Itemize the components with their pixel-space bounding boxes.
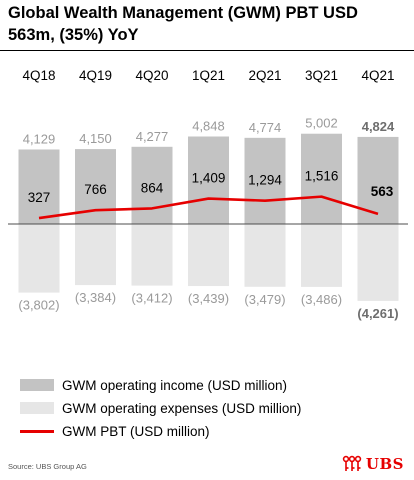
income-value-label: 4,774 (249, 120, 282, 135)
pbt-value-label: 1,516 (305, 169, 339, 184)
legend-swatch-income (20, 379, 54, 391)
category-label: 4Q21 (361, 68, 394, 83)
expense-bars (18, 224, 399, 301)
income-bars (18, 133, 399, 224)
pbt-line (38, 195, 379, 220)
legend-label-pbt: GWM PBT (USD million) (62, 423, 210, 439)
income-value-label: 4,824 (362, 119, 395, 134)
pbt-value-label: 864 (141, 180, 164, 195)
expense-bar (131, 224, 173, 286)
category-label: 2Q21 (248, 68, 281, 83)
legend-item-pbt: GWM PBT (USD million) (20, 420, 301, 442)
legend-item-income: GWM operating income (USD million) (20, 374, 301, 396)
legend-label-expenses: GWM operating expenses (USD million) (62, 400, 302, 416)
income-value-label: 5,002 (305, 116, 338, 131)
income-bar (131, 146, 173, 224)
legend-swatch-expenses (20, 402, 54, 414)
pbt-value-label: 1,294 (248, 173, 282, 188)
ubs-logo: UBS (341, 455, 404, 473)
expense-bar (301, 224, 342, 287)
title-underline (0, 50, 414, 51)
logo-text: UBS (365, 455, 404, 473)
source-note: Source: UBS Group AG (8, 462, 87, 471)
income-bar (357, 136, 399, 224)
income-value-label: 4,848 (192, 118, 225, 133)
expense-bar (75, 224, 116, 286)
pbt-value-label: 327 (28, 190, 51, 205)
expense-value-label: (4,261) (357, 306, 398, 321)
pbt-line-group (38, 195, 379, 220)
expense-value-label: (3,439) (188, 291, 229, 306)
expense-bar (357, 224, 399, 301)
pbt-value-label: 563 (371, 184, 394, 199)
value-labels: 4,129 (3,802) 4,150 (3,384) 4,277 (3,412) 4,84… (18, 116, 398, 321)
expense-bar (18, 224, 60, 293)
legend: GWM operating income (USD million) GWM o… (20, 374, 301, 443)
category-label: 3Q21 (305, 68, 338, 83)
expense-value-label: (3,384) (75, 290, 116, 305)
income-value-label: 4,129 (23, 131, 56, 146)
income-bar (188, 136, 229, 224)
income-bar (18, 149, 60, 224)
expense-value-label: (3,412) (131, 291, 172, 306)
category-labels: 4Q18 4Q19 4Q20 1Q21 2Q21 3Q21 4Q21 (22, 68, 394, 83)
pbt-value-label: 1,409 (192, 171, 226, 186)
chart-plot: 4,129 (3,802) 4,150 (3,384) 4,277 (3,412) 4,84… (8, 68, 408, 321)
expense-value-label: (3,479) (244, 292, 285, 307)
expense-bar (244, 224, 286, 287)
legend-swatch-pbt (20, 429, 54, 433)
keys-icon (342, 455, 362, 471)
income-value-label: 4,277 (136, 129, 169, 144)
income-value-label: 4,150 (79, 131, 112, 146)
expense-value-label: (3,486) (301, 292, 342, 307)
chart-title: Global Wealth Management (GWM) PBT USD 5… (8, 4, 358, 44)
legend-item-expenses: GWM operating expenses (USD million) (20, 397, 301, 419)
pbt-value-label: 766 (84, 182, 107, 197)
category-label: 1Q21 (192, 68, 225, 83)
category-label: 4Q18 (22, 68, 55, 83)
income-bar (301, 133, 342, 224)
expense-bar (188, 224, 229, 287)
income-bar (244, 137, 286, 224)
category-label: 4Q19 (79, 68, 112, 83)
legend-label-income: GWM operating income (USD million) (62, 377, 288, 393)
expense-value-label: (3,802) (18, 298, 59, 313)
category-label: 4Q20 (135, 68, 168, 83)
